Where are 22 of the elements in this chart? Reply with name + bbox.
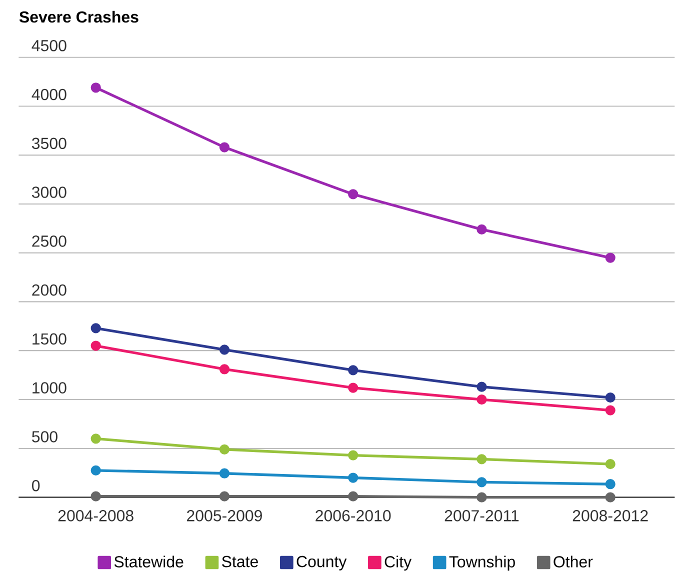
chart-title: Severe Crashes bbox=[19, 10, 138, 23]
y-tick-label: 4500 bbox=[32, 40, 66, 52]
x-tick-label: 2006-2010 bbox=[316, 510, 391, 522]
legend-label: Statewide bbox=[114, 556, 184, 568]
y-tick-label: 0 bbox=[32, 480, 40, 492]
y-tick-label: 1500 bbox=[32, 333, 66, 345]
x-tick-label: 2007-2011 bbox=[444, 510, 519, 522]
legend-label: County bbox=[296, 556, 347, 570]
legend-label: City bbox=[384, 556, 412, 571]
y-tick-label: 2000 bbox=[32, 284, 66, 296]
legend-label: Township bbox=[449, 556, 515, 571]
legend-label: Other bbox=[554, 556, 593, 568]
y-tick-label: 500 bbox=[32, 431, 58, 442]
y-tick-label: 3000 bbox=[32, 186, 66, 198]
x-tick-label: 2008-2012 bbox=[572, 510, 648, 522]
y-tick-label: 1000 bbox=[32, 382, 66, 394]
x-tick-label: 2005-2009 bbox=[187, 510, 262, 522]
legend-label: State bbox=[222, 556, 258, 568]
y-tick-label: 2500 bbox=[32, 236, 66, 247]
y-tick-label: 3500 bbox=[32, 138, 66, 150]
x-tick-label: 2004-2008 bbox=[58, 510, 134, 522]
y-tick-label: 4000 bbox=[32, 88, 66, 100]
